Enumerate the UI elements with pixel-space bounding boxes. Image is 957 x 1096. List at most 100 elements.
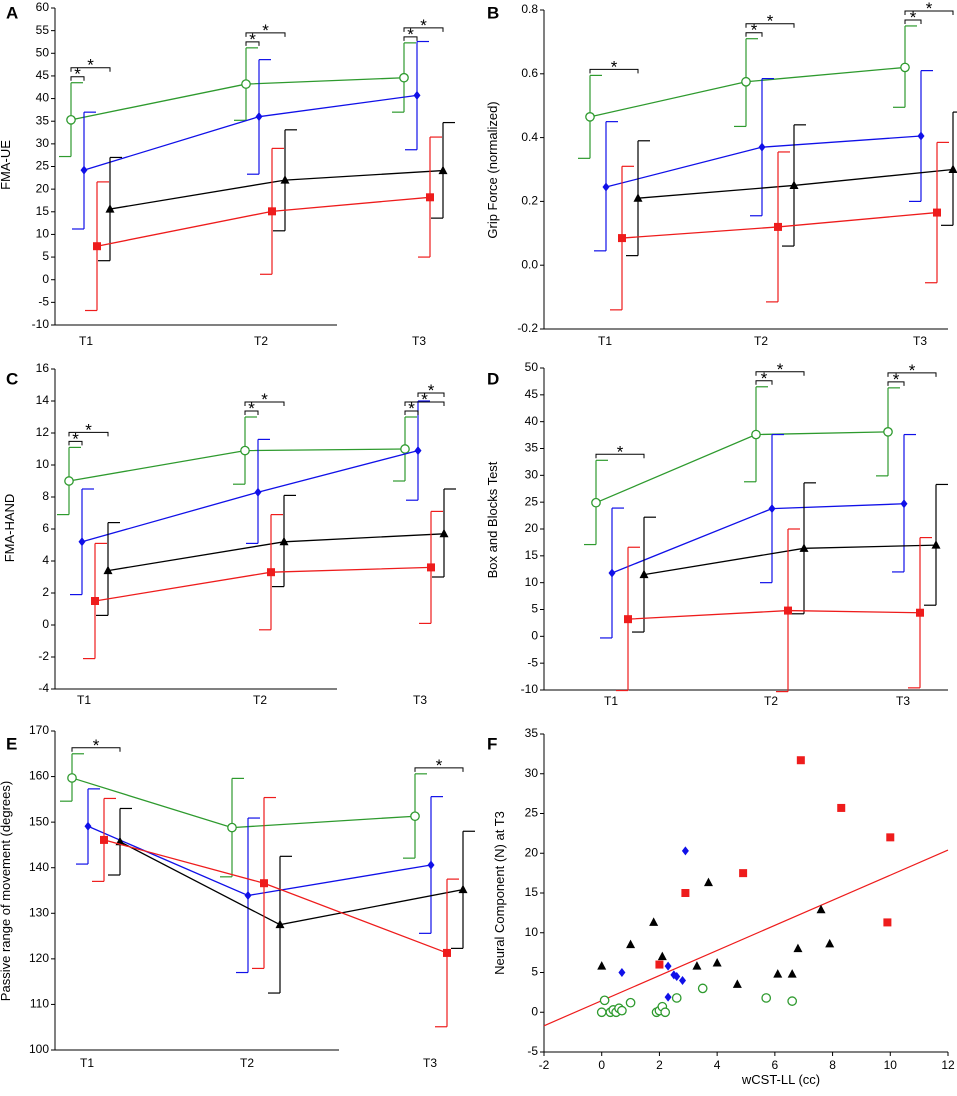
panel-D: D -10 -5 0 5 10 15 20 25 30 35 40 45 50 T1 T2 T3 Box and … xyxy=(485,360,948,708)
significance-star: * xyxy=(74,65,81,84)
data-point-red xyxy=(784,606,792,615)
y-tick-label: 10 xyxy=(525,925,539,939)
x-category-label: T1 xyxy=(604,694,618,708)
y-tick-label: 120 xyxy=(29,951,49,965)
y-tick-label: 15 xyxy=(525,548,539,562)
scatter-point-black xyxy=(787,969,797,978)
significance-bracket xyxy=(745,23,795,28)
y-tick-label: 0.2 xyxy=(521,194,538,208)
data-point-red xyxy=(268,207,276,216)
scatter-point-blue xyxy=(681,846,689,856)
y-tick-label: 25 xyxy=(525,494,539,508)
y-tick-label: 25 xyxy=(36,159,50,173)
y-tick-label: 40 xyxy=(36,91,50,105)
data-point-black xyxy=(789,180,799,189)
y-tick-label: 60 xyxy=(36,0,50,14)
data-point-black xyxy=(105,204,115,213)
data-point-green xyxy=(227,822,237,833)
data-point-green xyxy=(66,115,76,125)
x-tick-label: 12 xyxy=(941,1058,955,1072)
significance-star: * xyxy=(420,16,427,35)
scatter-point-red xyxy=(886,833,895,842)
y-tick-label: 30 xyxy=(525,766,539,780)
significance-bracket xyxy=(414,767,464,772)
scatter-point-black xyxy=(649,917,659,926)
scatter-point-red xyxy=(739,869,748,878)
scatter-point-black xyxy=(692,961,702,970)
y-tick-label: 10 xyxy=(36,227,50,241)
x-tick-label: 6 xyxy=(772,1058,779,1072)
significance-star: * xyxy=(761,369,768,388)
data-point-black xyxy=(458,884,468,894)
significance-star: * xyxy=(428,381,435,400)
y-tick-label: 170 xyxy=(29,723,49,737)
scatter-point-black xyxy=(712,957,722,967)
y-axis-label: FMA-UE xyxy=(0,140,13,190)
data-point-red xyxy=(427,563,435,572)
significance-star: * xyxy=(926,0,933,18)
panel-label: B xyxy=(487,3,499,22)
series-line-red xyxy=(96,196,431,247)
y-tick-label: 55 xyxy=(36,23,50,37)
significance-bracket xyxy=(244,410,259,415)
series-line-black xyxy=(107,533,445,572)
data-point-blue xyxy=(900,499,908,509)
scatter-point-black xyxy=(657,951,667,961)
x-tick-label: 2 xyxy=(656,1058,663,1072)
series-line-green xyxy=(70,77,405,121)
x-category-label: T3 xyxy=(913,334,927,348)
series-line-red xyxy=(103,839,448,954)
data-point-black xyxy=(931,540,941,549)
y-tick-label: -0.2 xyxy=(517,321,538,335)
data-point-black xyxy=(275,919,285,929)
data-point-black xyxy=(438,165,448,175)
data-point-blue xyxy=(255,112,263,122)
scatter-point-black xyxy=(793,943,803,953)
scatter-point-red xyxy=(681,889,690,897)
x-category-label: T1 xyxy=(80,1056,94,1070)
data-point-blue xyxy=(78,537,86,547)
significance-star: * xyxy=(893,370,900,389)
data-point-blue xyxy=(602,182,610,192)
y-tick-label: 30 xyxy=(36,136,50,150)
significance-star: * xyxy=(87,56,94,75)
scatter-point-green xyxy=(671,993,682,1003)
y-tick-label: 12 xyxy=(36,425,50,439)
x-tick-label: 0 xyxy=(598,1058,605,1072)
series-line-black xyxy=(643,544,937,576)
significance-star: * xyxy=(248,399,255,418)
y-tick-label: 10 xyxy=(525,575,539,589)
significance-star: * xyxy=(72,429,79,448)
y-axis-label: Grip Force (normalized) xyxy=(485,101,500,238)
y-tick-label: 45 xyxy=(36,68,50,82)
data-point-green xyxy=(751,429,761,440)
panel-F: F -5 0 5 10 15 20 25 30 35 -2 0 2 4 6 8 10 12 wCST-LL (cc)… xyxy=(487,726,955,1087)
significance-star: * xyxy=(751,21,758,40)
scatter-point-red xyxy=(796,756,805,765)
x-category-label: T3 xyxy=(896,694,910,708)
significance-star: * xyxy=(262,21,269,40)
y-tick-label: -5 xyxy=(527,1044,538,1058)
panel-label: C xyxy=(6,369,18,388)
data-point-black xyxy=(639,569,649,579)
significance-bracket xyxy=(904,10,954,15)
significance-bracket xyxy=(70,76,85,81)
y-tick-label: 130 xyxy=(29,905,49,919)
panel-E: E 100 110 120 130 140 150 160 170 T1 T2 T3 Passive r… xyxy=(0,723,475,1070)
y-tick-label: 50 xyxy=(36,45,50,59)
data-point-blue xyxy=(768,504,776,514)
data-point-red xyxy=(100,835,108,844)
data-point-blue xyxy=(608,568,616,578)
x-category-label: T3 xyxy=(412,334,426,348)
y-tick-label: 0.0 xyxy=(521,257,538,271)
data-point-green xyxy=(400,444,410,454)
x-category-label: T2 xyxy=(764,694,778,708)
scatter-point-green xyxy=(617,1005,627,1016)
significance-bracket xyxy=(70,67,111,72)
data-point-red xyxy=(93,242,101,251)
series-line-blue xyxy=(81,449,419,543)
significance-star: * xyxy=(611,57,618,76)
x-tick-label: 8 xyxy=(829,1058,836,1072)
y-tick-label: 160 xyxy=(29,769,49,783)
